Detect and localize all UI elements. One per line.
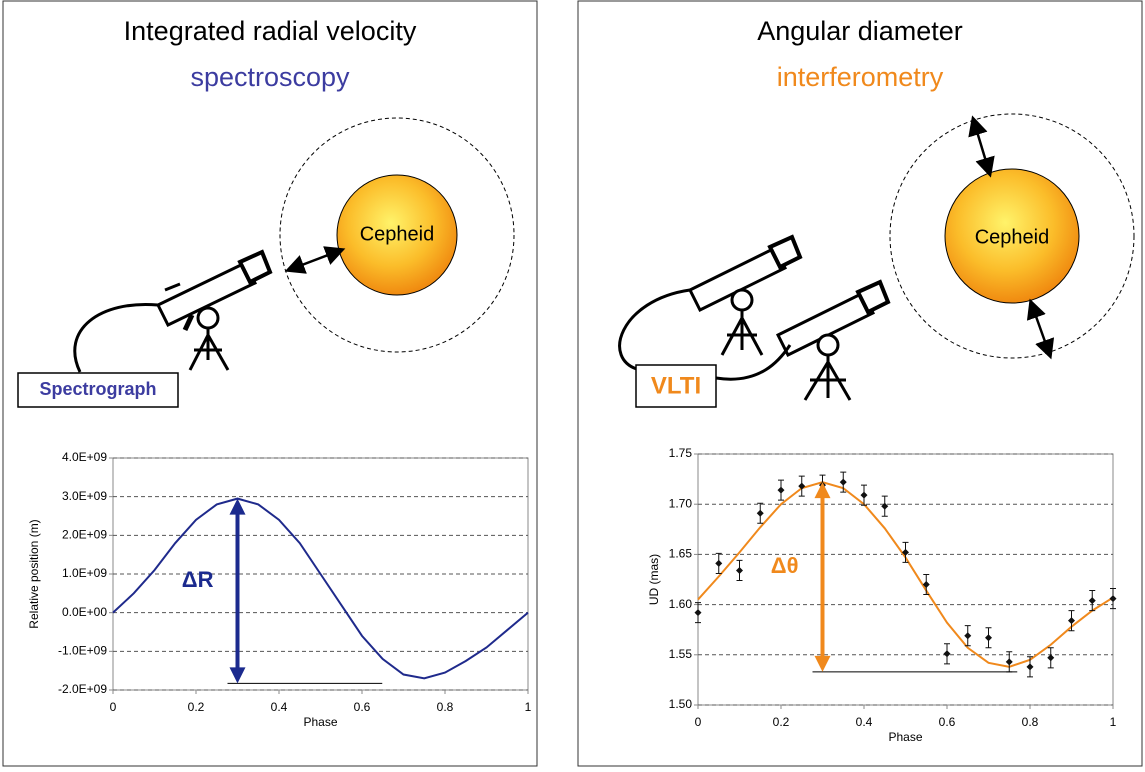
arrow xyxy=(284,246,346,274)
arrow-head xyxy=(229,498,246,515)
x-axis-label: Phase xyxy=(303,715,337,729)
x-tick-label: 1 xyxy=(525,700,532,714)
orbit xyxy=(279,117,515,353)
point xyxy=(860,491,868,499)
y-tick-label: -1.0E+09 xyxy=(58,644,107,658)
panel-subtitle: spectroscopy xyxy=(190,62,350,92)
panel-title: Integrated radial velocity xyxy=(124,16,417,46)
x-tick-label: 0.4 xyxy=(271,700,288,714)
point xyxy=(1005,658,1013,666)
x-tick-label: 1 xyxy=(1110,715,1117,729)
y-tick-label: -2.0E+09 xyxy=(58,682,107,696)
point xyxy=(1026,663,1034,671)
point xyxy=(964,632,972,640)
point xyxy=(881,502,889,510)
y-tick-label: 4.0E+09 xyxy=(62,450,107,464)
x-tick-label: 0.4 xyxy=(856,715,873,729)
y-axis-label: UD (mas) xyxy=(647,554,661,605)
point xyxy=(943,650,951,658)
x-tick-label: 0 xyxy=(695,715,702,729)
arrow-head xyxy=(229,667,246,684)
y-tick-label: 1.55 xyxy=(669,647,693,661)
y-tick-label: 3.0E+09 xyxy=(62,489,107,503)
y-tick-label: 1.65 xyxy=(669,547,693,561)
point xyxy=(1088,597,1096,605)
instrument-box xyxy=(635,364,717,408)
point xyxy=(1109,595,1117,603)
plot-area xyxy=(697,453,1114,706)
y-tick-label: 1.0E+09 xyxy=(62,566,107,580)
panel-subtitle: interferometry xyxy=(777,62,944,92)
x-tick-label: 0.2 xyxy=(188,700,205,714)
star xyxy=(336,174,458,296)
point xyxy=(902,548,909,556)
y-tick-label: 1.60 xyxy=(669,597,693,611)
instrument-label: VLTI xyxy=(651,372,701,399)
x-tick-label: 0.8 xyxy=(1022,715,1039,729)
arrow-head xyxy=(814,655,831,672)
instrument-label: Spectrograph xyxy=(39,379,156,399)
point xyxy=(1068,617,1075,625)
x-tick-label: 0 xyxy=(110,700,117,714)
y-tick-label: 1.50 xyxy=(669,697,693,711)
line xyxy=(112,497,529,680)
x-tick-label: 0.8 xyxy=(437,700,454,714)
star-label: Cepheid xyxy=(975,226,1050,248)
x-tick-label: 0.6 xyxy=(354,700,371,714)
star-label: Cepheid xyxy=(360,223,435,245)
y-tick-label: 1.70 xyxy=(669,496,693,510)
point xyxy=(756,509,764,517)
point xyxy=(839,478,847,486)
arrow-head xyxy=(814,482,831,499)
x-tick-label: 0.6 xyxy=(939,715,956,729)
y-tick-label: 1.75 xyxy=(669,446,693,460)
annotation: Δθ xyxy=(771,553,799,578)
point xyxy=(715,559,723,567)
y-tick-label: 0.0E+00 xyxy=(62,605,107,619)
panel-title: Angular diameter xyxy=(757,16,963,46)
telescope xyxy=(73,249,273,373)
x-tick-label: 0.2 xyxy=(773,715,790,729)
y-tick-label: 2.0E+09 xyxy=(62,528,107,542)
annotation: ΔR xyxy=(182,567,214,592)
instrument-box xyxy=(17,372,179,408)
y-axis-label: Relative position (m) xyxy=(27,519,41,628)
star xyxy=(944,168,1080,304)
arrow xyxy=(1026,298,1055,360)
x-axis-label: Phase xyxy=(888,730,922,744)
point xyxy=(798,482,806,490)
point xyxy=(1047,654,1055,662)
arrow xyxy=(968,115,995,178)
point xyxy=(694,609,702,617)
point xyxy=(777,486,785,494)
point xyxy=(985,634,992,642)
point xyxy=(736,566,743,574)
point xyxy=(922,581,930,589)
orbit xyxy=(889,113,1135,359)
telescope xyxy=(618,234,891,401)
